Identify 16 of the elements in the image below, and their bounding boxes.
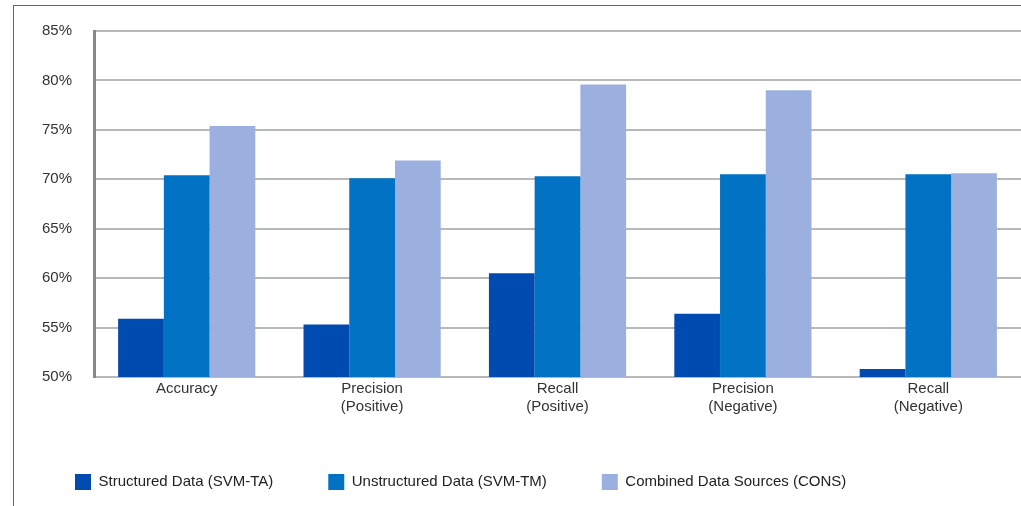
y-tick-label: 65%: [41, 218, 73, 236]
y-tick-label: 80%: [41, 70, 73, 88]
x-tick-label: Recall (Negative): [893, 379, 963, 415]
y-tick-label: 60%: [41, 268, 73, 286]
x-tick-label: Precision (Negative): [708, 379, 778, 415]
x-tick-label: Recall (Positive): [526, 379, 589, 415]
legend-label: Structured Data (SVM-TA): [98, 472, 274, 490]
legend-label: Combined Data Sources (CONS): [625, 472, 847, 490]
y-tick-label: 55%: [41, 317, 73, 335]
x-tick-label: Accuracy: [155, 379, 219, 397]
x-tick-label: Precision (Positive): [340, 379, 404, 415]
y-tick-label: 70%: [41, 169, 73, 187]
y-tick-label: 50%: [41, 367, 73, 385]
y-tick-label: 85%: [41, 21, 73, 39]
legend-label: Unstructured Data (SVM-TM): [351, 472, 547, 490]
y-tick-label: 75%: [41, 120, 73, 137]
